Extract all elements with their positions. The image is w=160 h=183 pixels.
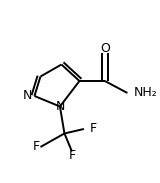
Text: N: N <box>23 89 32 102</box>
Text: F: F <box>32 141 40 154</box>
Text: N: N <box>55 100 65 113</box>
Text: O: O <box>100 42 110 55</box>
Text: F: F <box>90 122 97 135</box>
Text: NH₂: NH₂ <box>133 87 157 100</box>
Text: F: F <box>68 150 76 163</box>
